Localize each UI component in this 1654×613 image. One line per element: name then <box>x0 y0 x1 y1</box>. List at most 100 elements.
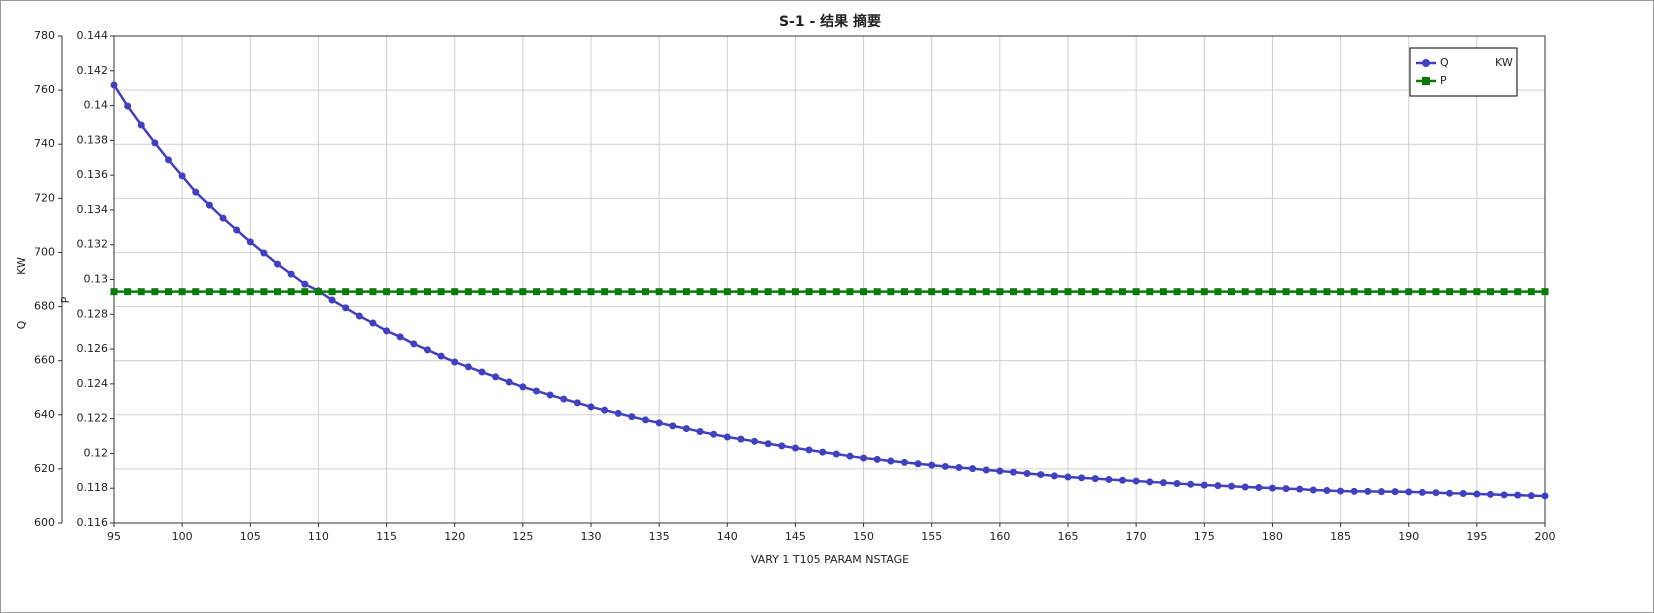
point <box>1228 482 1236 490</box>
point <box>1159 288 1167 296</box>
point <box>246 288 254 296</box>
point <box>1296 485 1304 493</box>
point <box>246 238 254 246</box>
point <box>1527 492 1535 500</box>
y2-tick-label: 0.138 <box>77 133 109 146</box>
point <box>710 288 718 296</box>
point <box>996 288 1004 296</box>
point <box>1023 469 1031 477</box>
point <box>178 288 186 296</box>
point <box>860 288 868 296</box>
point <box>791 288 799 296</box>
point <box>805 446 813 454</box>
point <box>151 139 159 147</box>
point <box>1214 288 1222 296</box>
point <box>437 288 445 296</box>
point <box>1228 288 1236 296</box>
x-tick-label: 170 <box>1126 530 1147 543</box>
point <box>955 288 963 296</box>
point <box>1173 288 1181 296</box>
point <box>519 383 527 391</box>
point <box>1105 475 1113 483</box>
point <box>1241 288 1249 296</box>
point <box>873 455 881 463</box>
x-tick-label: 130 <box>581 530 602 543</box>
point <box>192 188 200 196</box>
point <box>1268 288 1276 296</box>
series-line <box>112 84 1546 498</box>
point <box>1023 288 1031 296</box>
point <box>410 288 418 296</box>
point <box>1241 483 1249 491</box>
point <box>1009 468 1017 476</box>
point <box>546 391 554 399</box>
point <box>165 156 173 164</box>
y-tick-label: 660 <box>34 354 55 367</box>
point <box>1432 288 1440 296</box>
point <box>655 419 663 427</box>
y2-tick-label: 0.126 <box>77 342 109 355</box>
legend-marker <box>1422 77 1430 85</box>
point <box>928 461 936 469</box>
point <box>751 437 759 445</box>
point <box>1337 288 1345 296</box>
point <box>614 409 622 417</box>
point <box>1050 472 1058 480</box>
legend-unit: KW <box>1495 56 1513 69</box>
point <box>1377 288 1385 296</box>
point <box>355 312 363 320</box>
y2-tick-label: 0.134 <box>77 203 109 216</box>
point <box>110 288 118 296</box>
x-tick-label: 195 <box>1466 530 1487 543</box>
point <box>601 288 609 296</box>
point <box>900 458 908 466</box>
point <box>1200 481 1208 489</box>
point <box>819 448 827 456</box>
point <box>505 288 513 296</box>
point <box>1350 288 1358 296</box>
y-tick-label: 600 <box>34 516 55 529</box>
point <box>492 288 500 296</box>
point <box>396 288 404 296</box>
point <box>573 399 581 407</box>
point <box>1255 484 1263 492</box>
point <box>1187 480 1195 488</box>
point <box>1255 288 1263 296</box>
point <box>1268 484 1276 492</box>
point <box>464 363 472 371</box>
y2-tick-label: 0.14 <box>84 99 109 112</box>
point <box>437 352 445 360</box>
y2-axis-label: P <box>59 296 72 303</box>
point <box>1309 486 1317 494</box>
point <box>614 288 622 296</box>
point <box>955 464 963 472</box>
point <box>451 288 459 296</box>
y2-tick-label: 0.122 <box>77 412 109 425</box>
point <box>832 450 840 458</box>
y-tick-label: 620 <box>34 462 55 475</box>
point <box>587 403 595 411</box>
y-tick-label: 720 <box>34 191 55 204</box>
point <box>383 288 391 296</box>
point <box>1173 479 1181 487</box>
point <box>1473 288 1481 296</box>
y-axis-label: Q <box>15 320 28 329</box>
point <box>1418 488 1426 496</box>
point <box>1091 475 1099 483</box>
point <box>151 288 159 296</box>
point <box>355 288 363 296</box>
legend <box>1409 47 1518 97</box>
x-axis-label: VARY 1 T105 PARAM NSTAGE <box>751 553 909 566</box>
point <box>451 358 459 366</box>
point <box>205 288 213 296</box>
point <box>1446 489 1454 497</box>
point <box>219 288 227 296</box>
y-tick-label: 640 <box>34 408 55 421</box>
point <box>642 416 650 424</box>
point <box>1200 288 1208 296</box>
x-tick-label: 110 <box>308 530 329 543</box>
x-tick-label: 185 <box>1330 530 1351 543</box>
point <box>1296 288 1304 296</box>
point <box>1214 482 1222 490</box>
